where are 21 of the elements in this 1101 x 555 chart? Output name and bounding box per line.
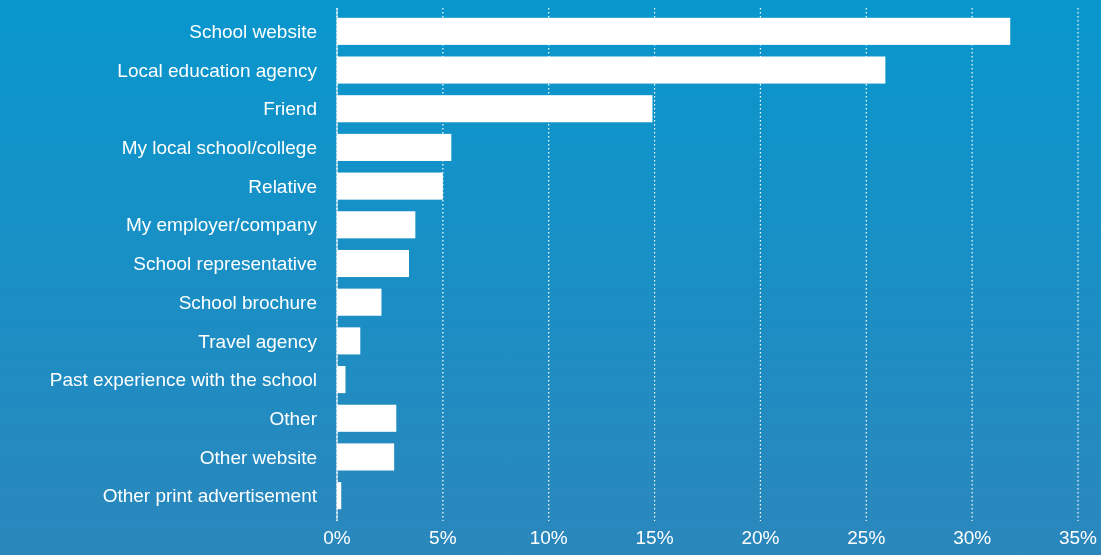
y-tick-label: Other website xyxy=(199,446,317,468)
y-tick-label: Travel agency xyxy=(198,330,318,352)
y-tick-label: Past experience with the school xyxy=(49,369,317,391)
y-tick-label: School brochure xyxy=(178,291,317,313)
x-tick-label: 5% xyxy=(429,527,457,548)
y-tick-label: My local school/college xyxy=(121,137,317,159)
x-tick-label: 30% xyxy=(953,527,992,548)
x-tick-label: 35% xyxy=(1058,527,1098,548)
x-tick-label: 15% xyxy=(635,527,674,548)
y-tick-label: School representative xyxy=(133,253,317,275)
x-tick-label: 25% xyxy=(847,527,886,548)
x-tick-label: 0% xyxy=(323,527,351,548)
y-tick-label: Other xyxy=(269,407,318,429)
x-tick-label: 20% xyxy=(741,527,780,548)
y-tick-label: School website xyxy=(189,21,317,42)
y-tick-label: My employer/company xyxy=(125,214,318,236)
y-tick-label: Other print advertisement xyxy=(102,485,318,507)
x-tick-label: 10% xyxy=(529,527,568,548)
y-tick-label: Friend xyxy=(263,98,317,120)
y-tick-label: Local education agency xyxy=(117,59,318,81)
y-tick-label: Relative xyxy=(248,175,317,197)
